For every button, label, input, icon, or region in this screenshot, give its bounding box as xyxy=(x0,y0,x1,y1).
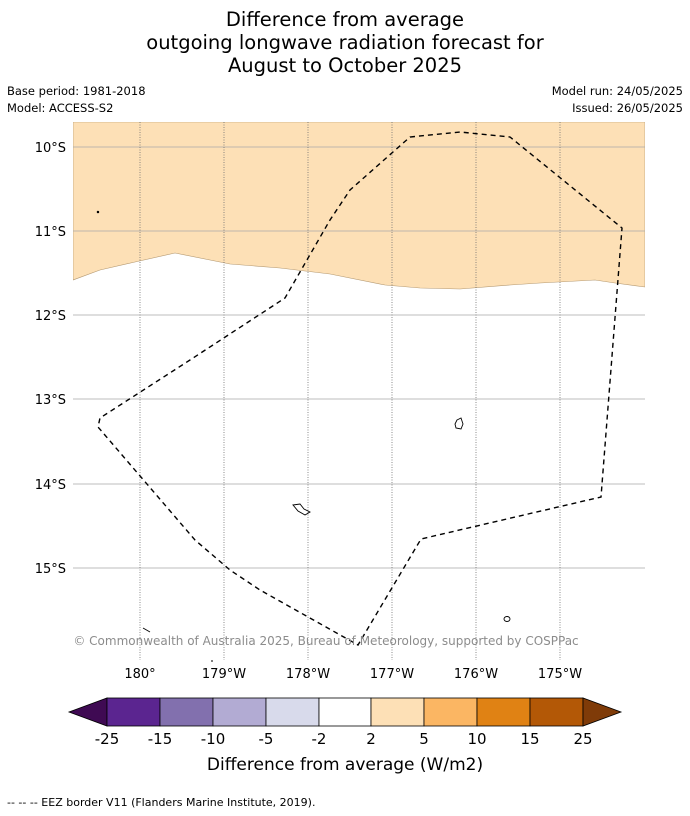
lat-label-13s: 13°S xyxy=(35,393,66,408)
colorbar-segment-7 xyxy=(423,697,478,727)
colorbar-tick: 5 xyxy=(419,730,429,748)
lat-label-10s: 10°S xyxy=(35,141,66,156)
colorbar-segment-6 xyxy=(370,697,425,727)
colorbar-tick: 10 xyxy=(467,730,486,748)
issued-date: Issued: 26/05/2025 xyxy=(572,101,683,115)
meta-right: Model run: 24/05/2025 Issued: 26/05/2025 xyxy=(552,83,683,117)
colorbar-tick: -2 xyxy=(312,730,327,748)
colorbar-segment-2 xyxy=(159,697,214,727)
positive-anomaly-band xyxy=(73,122,645,290)
lat-label-15s: 15°S xyxy=(35,562,66,577)
lon-gridlines xyxy=(139,122,561,660)
colorbar-segment-5 xyxy=(318,697,372,727)
lat-label-12s: 12°S xyxy=(35,309,66,324)
lat-gridlines xyxy=(73,146,645,569)
colorbar-tick: 15 xyxy=(520,730,539,748)
island-futuna xyxy=(292,503,311,516)
lon-label-178w: 178°W xyxy=(286,667,330,682)
colorbar-tick: 25 xyxy=(573,730,592,748)
lat-labels: 10°S 11°S 12°S 13°S 14°S 15°S xyxy=(35,141,66,577)
colorbar-left-extension xyxy=(67,697,108,727)
island-wallis xyxy=(454,417,464,430)
islands xyxy=(96,210,511,633)
lon-label-177w: 177°W xyxy=(370,667,414,682)
title-line-3: August to October 2025 xyxy=(227,54,463,77)
lon-label-176w: 176°W xyxy=(454,667,498,682)
model-run: Model run: 24/05/2025 xyxy=(551,84,683,98)
colorbar-segment-1 xyxy=(106,697,161,727)
island-small-east xyxy=(503,616,511,622)
copyright-text: © Commonwealth of Australia 2025, Bureau… xyxy=(73,634,578,648)
colorbar-tick: -5 xyxy=(259,730,274,748)
base-period: Base period: 1981-2018 xyxy=(7,84,146,98)
colorbar-ticks: -25 -15 -10 -5 -2 2 5 10 15 25 xyxy=(95,730,593,748)
colorbar-right-extension xyxy=(582,697,623,727)
lon-label-179w: 179°W xyxy=(202,667,246,682)
colorbar-segment-3 xyxy=(212,697,267,727)
eez-border xyxy=(97,131,623,646)
map-title: Difference from average outgoing longwav… xyxy=(0,8,690,77)
colorbar-tick: -10 xyxy=(201,730,226,748)
colorbar-tick: 2 xyxy=(366,730,376,748)
colorbar-segment-4 xyxy=(265,697,320,727)
lon-label-175w: 175°W xyxy=(538,667,582,682)
colorbar-segment-9 xyxy=(529,697,584,727)
title-line-1: Difference from average xyxy=(225,8,465,31)
lat-label-14s: 14°S xyxy=(35,478,66,493)
model-name: Model: ACCESS-S2 xyxy=(7,101,114,115)
lat-label-11s: 11°S xyxy=(35,225,66,240)
map-panel: © Commonwealth of Australia 2025, Bureau… xyxy=(73,122,645,660)
title-line-2: outgoing longwave radiation forecast for xyxy=(146,31,544,54)
colorbar-segment-8 xyxy=(476,697,531,727)
lon-label-180: 180° xyxy=(124,667,155,682)
colorbar: -25 -15 -10 -5 -2 2 5 10 15 25 Differenc… xyxy=(67,697,623,775)
island-small-south xyxy=(142,627,151,633)
island-dot xyxy=(96,210,100,214)
lon-labels: 180° 179°W 178°W 177°W 176°W 175°W xyxy=(124,667,582,682)
eez-footnote: -- -- -- EEZ border V11 (Flanders Marine… xyxy=(7,796,316,809)
colorbar-tick: -15 xyxy=(148,730,173,748)
colorbar-tick: -25 xyxy=(95,730,120,748)
meta-left: Base period: 1981-2018 Model: ACCESS-S2 xyxy=(7,83,146,117)
colorbar-label: Difference from average (W/m2) xyxy=(207,755,483,775)
